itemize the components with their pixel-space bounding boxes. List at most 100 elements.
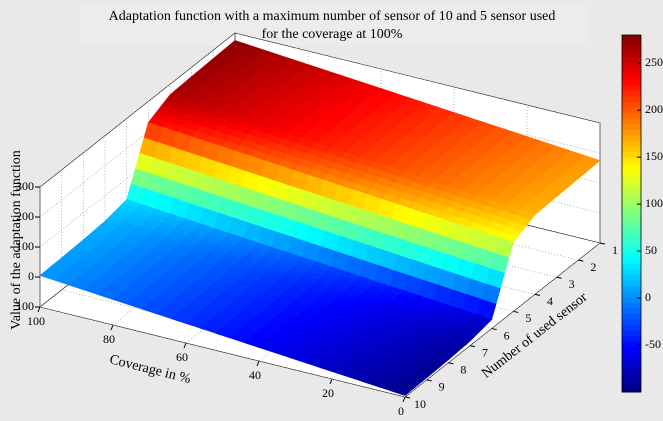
colorbar-swatch	[622, 297, 641, 304]
colorbar-tick-label: 150	[645, 149, 663, 163]
colorbar-swatch	[622, 280, 641, 287]
colorbar-swatch	[622, 68, 641, 75]
colorbar-swatch	[622, 107, 641, 114]
colorbar-swatch	[622, 196, 641, 203]
colorbar-swatch	[622, 352, 641, 360]
colorbar-swatch	[622, 35, 641, 42]
x-tick	[183, 342, 187, 349]
y-tick-label: 3	[569, 277, 575, 291]
x-tick-label: 60	[176, 350, 188, 364]
colorbar-swatch	[622, 358, 641, 365]
x-tick	[402, 396, 406, 403]
x-tick-label: 100	[27, 314, 45, 328]
colorbar-swatch	[622, 319, 641, 326]
z-tick-label: 300	[16, 179, 34, 193]
colorbar-swatch	[622, 364, 641, 371]
colorbar-swatch	[622, 241, 641, 248]
colorbar-swatch	[622, 57, 641, 64]
colorbar-swatch	[622, 386, 641, 393]
y-tick	[426, 379, 432, 382]
colorbar-tick-label: 200	[645, 102, 663, 116]
z-tick-label: 200	[16, 209, 34, 223]
colorbar-swatch	[622, 246, 641, 254]
x-tick-label: 0	[398, 404, 404, 418]
y-tick-label: 1	[612, 243, 618, 257]
colorbar-tick-label: 100	[645, 196, 663, 210]
y-tick-label: 6	[504, 328, 510, 342]
colorbar-swatch	[622, 325, 641, 332]
colorbar-swatch	[622, 74, 641, 81]
colorbar-swatch	[622, 224, 641, 231]
colorbar-swatch	[622, 330, 641, 337]
y-tick-label: 8	[460, 363, 466, 377]
y-tick	[556, 276, 562, 279]
colorbar-swatch	[622, 213, 641, 220]
colorbar-swatch	[622, 146, 641, 153]
colorbar-swatch	[622, 62, 641, 69]
y-tick	[513, 310, 519, 313]
colorbar-swatch	[622, 46, 641, 53]
colorbar-swatch	[622, 157, 641, 164]
colorbar-swatch	[622, 202, 641, 209]
y-tick	[404, 396, 411, 399]
x-tick-label: 40	[249, 368, 261, 382]
colorbar-swatch	[622, 180, 641, 187]
colorbar-swatch	[622, 140, 641, 148]
z-tick-label: 100	[16, 299, 34, 313]
colorbar-swatch	[622, 258, 641, 265]
y-tick-label: 4	[547, 294, 553, 308]
x-tick	[329, 378, 333, 385]
grid-line	[404, 242, 601, 398]
x-tick	[37, 306, 41, 313]
colorbar-frame	[621, 34, 642, 393]
surface-patch	[389, 386, 410, 396]
chart-title: Adaptation function with a maximum numbe…	[109, 9, 556, 24]
colorbar-swatch	[622, 291, 641, 298]
colorbar-swatch	[622, 308, 641, 315]
colorbar-swatch	[622, 274, 641, 281]
z-tick-label: 0	[28, 269, 34, 283]
colorbar-swatch	[622, 101, 641, 109]
colorbar-swatch	[622, 185, 641, 192]
colorbar-swatch	[622, 129, 641, 136]
colorbar-swatch	[622, 380, 641, 387]
x-tick-label: 20	[322, 386, 334, 400]
colorbar-swatch	[622, 174, 641, 181]
colorbar-swatch	[622, 79, 641, 86]
colorbar-swatch	[622, 375, 641, 382]
y-tick-label: 7	[482, 345, 488, 359]
colorbar-swatch	[622, 286, 641, 293]
z-axis-label: Value of the adaptation function	[9, 150, 24, 330]
colorbar-swatch	[622, 252, 641, 259]
colorbar-swatch	[622, 235, 641, 242]
x-tick	[256, 360, 260, 367]
colorbar-swatch	[622, 113, 641, 120]
colorbar-swatch	[622, 96, 641, 103]
colorbar-swatch	[622, 118, 641, 125]
z-tick-label: 100	[16, 239, 34, 253]
colorbar-swatch	[622, 347, 641, 354]
colorbar-swatch	[622, 135, 641, 142]
y-tick	[448, 362, 454, 365]
colorbar-swatch	[622, 168, 641, 175]
colorbar-tick-label: -50	[645, 337, 661, 351]
colorbar-swatch	[622, 336, 641, 343]
colorbar-swatch	[622, 302, 641, 309]
y-tick	[578, 259, 584, 262]
x-tick	[110, 324, 114, 331]
title-panel	[80, 6, 590, 46]
colorbar-swatch	[622, 219, 641, 226]
colorbar-swatch	[622, 341, 641, 348]
colorbar-tick-label: 50	[645, 243, 657, 257]
colorbar-swatch	[622, 124, 641, 131]
y-tick-label: 5	[525, 311, 531, 325]
colorbar-swatch	[622, 369, 641, 376]
colorbar-swatch	[622, 163, 641, 170]
colorbar-swatch	[622, 230, 641, 237]
colorbar-swatch	[622, 191, 641, 198]
colorbar-tick-label: 250	[645, 55, 663, 69]
grid-line	[39, 32, 236, 188]
colorbar-swatch	[622, 90, 641, 97]
y-tick-label: 2	[590, 260, 596, 274]
